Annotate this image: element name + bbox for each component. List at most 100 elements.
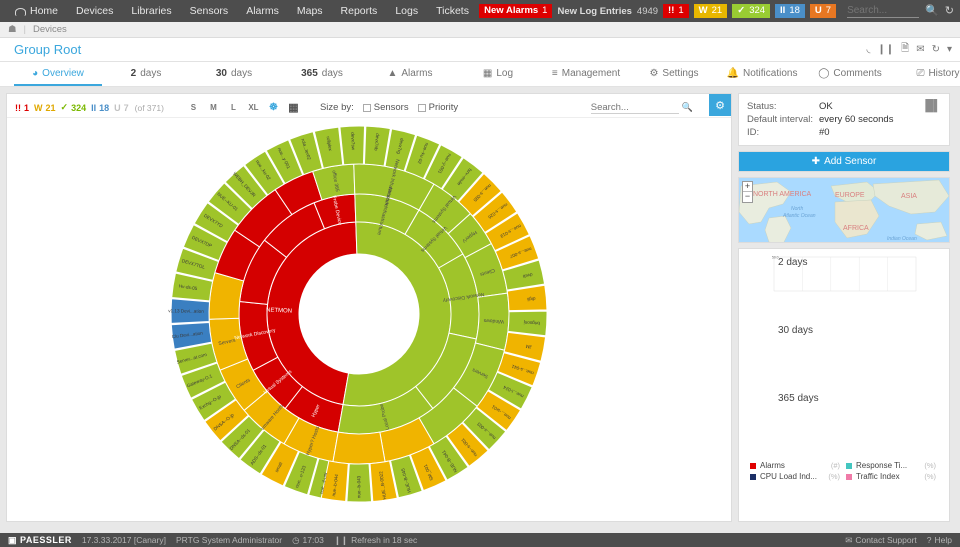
status-badge-unusual[interactable]: U 7 — [809, 4, 837, 18]
settings-gear-button[interactable]: ⚙ — [709, 94, 731, 116]
filter-unusual[interactable]: U 7 — [114, 103, 129, 113]
refresh-countdown[interactable]: ❙❙ Refresh in 18 sec — [334, 535, 417, 546]
globe-icon[interactable]: ☸ — [268, 102, 278, 113]
ring4-leaf-5[interactable] — [204, 399, 249, 442]
ring4-leaf-36[interactable] — [487, 371, 533, 410]
ring4-leaf-26[interactable] — [441, 156, 484, 202]
status-badge-paused[interactable]: II 18 — [775, 4, 805, 18]
ring4-leaf-34[interactable] — [503, 331, 547, 362]
tab-alarms[interactable]: ▲ Alarms — [366, 62, 454, 86]
graph-2days-svg[interactable]: 50.0 — [744, 253, 944, 319]
status-badge-down[interactable]: !! 1 — [663, 4, 689, 18]
help-link[interactable]: ? Help — [927, 535, 952, 546]
pause-icon[interactable]: ❙❙ — [333, 534, 349, 545]
ring4-leaf-30[interactable] — [494, 235, 540, 271]
nav-item-maps[interactable]: Maps — [296, 5, 323, 17]
ring4-leaf-29[interactable] — [484, 212, 531, 252]
ring4-leaf-44[interactable] — [346, 463, 373, 503]
tab-notifications[interactable]: 🔔 Notifications — [718, 62, 806, 86]
tab-2-days[interactable]: 2 days — [102, 62, 190, 86]
ring4-leaf-12[interactable] — [175, 247, 220, 281]
ring4-leaf-28[interactable] — [472, 191, 518, 234]
ring4-leaf-45[interactable] — [320, 460, 349, 503]
filter-paused[interactable]: II 18 — [91, 103, 109, 113]
ring4-leaf-6[interactable] — [190, 381, 237, 422]
graph-30days[interactable]: 30 days — [744, 321, 944, 387]
size-button-xl[interactable]: XL — [248, 103, 259, 112]
ring4-leaf-2[interactable] — [260, 441, 300, 487]
sunburst-chart[interactable]: NETMON Hyper Virtual Systems Network Discov… — [7, 118, 731, 521]
ring4-leaf-20[interactable] — [313, 126, 344, 169]
ring4-leaf-16[interactable] — [224, 164, 268, 210]
ring4-leaf-19[interactable] — [288, 131, 323, 176]
bar-graph-icon[interactable]: █▌ — [925, 100, 941, 112]
legend-item-response-time[interactable]: Response Ti... (%) — [846, 461, 942, 470]
nav-item-tickets[interactable]: Tickets — [436, 5, 469, 17]
filter-up[interactable]: ✓ 324 — [61, 102, 87, 113]
ring4-leaf-32[interactable] — [506, 284, 548, 312]
ring4-leaf-3[interactable] — [239, 429, 281, 475]
pause-icon[interactable]: ❙❙ — [877, 44, 895, 55]
ring3-seg-17[interactable] — [332, 431, 386, 465]
mail-icon[interactable]: ✉ — [916, 44, 925, 55]
size-button-m[interactable]: M — [210, 103, 217, 112]
ring4-leaf-43[interactable] — [369, 460, 398, 503]
search-icon[interactable]: 🔍 — [925, 4, 939, 17]
ring4-leaf-33[interactable] — [507, 310, 548, 337]
contact-support-link[interactable]: ✉ Contact Support — [845, 535, 917, 546]
breadcrumb-home-icon[interactable]: ☗ — [8, 24, 17, 35]
legend-item-cpu-load[interactable]: CPU Load Ind... (%) — [750, 472, 846, 481]
world-map-widget[interactable]: NORTH AMERICA EUROPE ASIA AFRICA North A… — [738, 177, 950, 243]
caret-down-icon[interactable]: ▾ — [946, 44, 952, 55]
ring4-leaf-41[interactable] — [409, 446, 447, 492]
search-input[interactable] — [847, 4, 920, 18]
ring4-leaf-27[interactable] — [457, 172, 502, 217]
new-log-entries-badge[interactable]: New Log Entries 4949 — [557, 6, 658, 17]
status-badge-up[interactable]: ✓ 324 — [732, 4, 771, 18]
size-by-priority[interactable]: Priority — [417, 102, 458, 113]
ring4-leaf-21[interactable] — [339, 125, 366, 166]
ring4-leaf-31[interactable] — [502, 259, 546, 291]
nav-item-logs[interactable]: Logs — [395, 5, 419, 17]
filter-down[interactable]: !! 1 — [15, 103, 29, 113]
ring4-leaf-25[interactable] — [423, 144, 464, 190]
nav-item-sensors[interactable]: Sensors — [189, 5, 229, 17]
ring4-leaf-37[interactable] — [476, 390, 522, 432]
ring4-leaf-7[interactable] — [180, 362, 226, 399]
nav-item-libraries[interactable]: Libraries — [131, 5, 172, 17]
graph-2days[interactable]: 2 days 50.0 — [744, 253, 944, 319]
ring4-leaf-18[interactable] — [265, 139, 304, 185]
tab-30-days[interactable]: 30 days — [190, 62, 278, 86]
ring4-leaf-14[interactable] — [193, 202, 239, 243]
ring4-leaf-13[interactable] — [182, 223, 228, 262]
ring4-leaf-1[interactable] — [283, 450, 319, 496]
ring4-leaf-15[interactable] — [207, 182, 253, 226]
tab-comments[interactable]: ◯ Comments — [806, 62, 894, 86]
ring4-leaf-10[interactable] — [170, 298, 211, 324]
ring4-leaf-4[interactable] — [220, 415, 264, 460]
ring4-leaf-38[interactable] — [462, 407, 507, 451]
nav-item-devices[interactable]: Devices — [76, 5, 114, 17]
size-button-l[interactable]: L — [231, 103, 236, 112]
ring4-leaf-40[interactable] — [428, 435, 469, 481]
world-map-svg[interactable]: NORTH AMERICA EUROPE ASIA AFRICA North A… — [739, 178, 949, 243]
ring4-leaf-24[interactable] — [404, 134, 441, 180]
graph-365days[interactable]: 365 days — [744, 389, 944, 455]
checkbox-sensors[interactable] — [362, 103, 371, 112]
legend-item-alarms[interactable]: Alarms (#) — [750, 461, 846, 470]
search-icon[interactable]: 🔍 — [681, 102, 693, 112]
tab-management[interactable]: ≡ Management — [542, 62, 630, 86]
nav-item-reports[interactable]: Reports — [340, 5, 378, 17]
size-button-s[interactable]: S — [190, 103, 197, 112]
panel-search-input[interactable] — [590, 101, 679, 114]
filter-warning[interactable]: W 21 — [34, 103, 56, 113]
tab-log[interactable]: ▦ Log — [454, 62, 542, 86]
map-zoom-in-button[interactable]: + — [743, 181, 752, 192]
tab-overview[interactable]: ◕ Overview — [14, 62, 102, 86]
breadcrumb-item-devices[interactable]: Devices — [33, 24, 67, 35]
refresh-icon[interactable]: ↻ — [931, 44, 940, 55]
map-zoom-control[interactable]: + − — [742, 181, 753, 203]
grid-icon[interactable]: ▦ — [288, 102, 299, 114]
graph-30days-svg[interactable] — [744, 321, 944, 387]
